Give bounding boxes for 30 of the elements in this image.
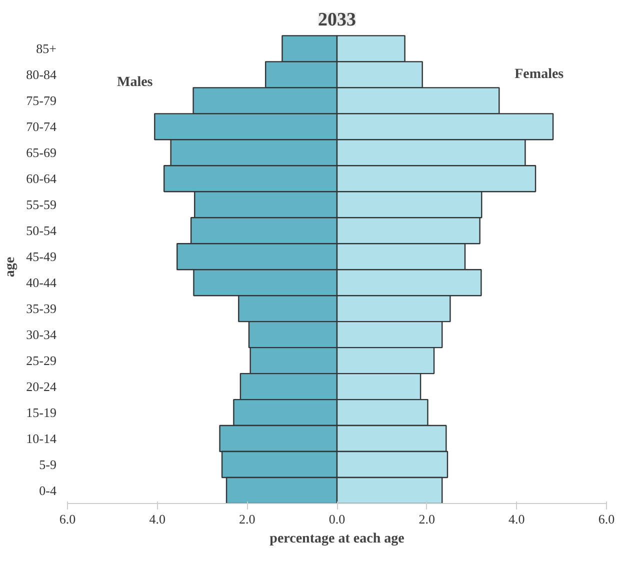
- y-tick-label: 85+: [36, 41, 57, 56]
- y-tick-label: 75-79: [26, 93, 57, 108]
- x-tick-label: 6.0: [59, 512, 76, 526]
- y-tick-label: 80-84: [26, 67, 57, 82]
- series-label: Females: [514, 67, 564, 82]
- y-tick-label: 55-59: [26, 197, 57, 212]
- y-tick-label: 5-9: [39, 457, 57, 472]
- chart-title: 2033: [318, 10, 356, 30]
- series-label: Males: [116, 74, 154, 90]
- y-tick-label: 20-24: [26, 379, 57, 394]
- y-axis-title: age: [3, 256, 18, 278]
- y-tick-label: 35-39: [26, 301, 57, 316]
- x-axis-title: percentage at each age: [270, 532, 404, 546]
- x-tick-label: 2.0: [418, 512, 435, 526]
- y-tick-label: 15-19: [26, 405, 57, 420]
- x-tick-label: 2.0: [239, 512, 256, 526]
- x-tick-label: 4.0: [508, 512, 525, 526]
- y-tick-label: 60-64: [26, 171, 57, 186]
- y-tick-label: 0-4: [39, 483, 57, 498]
- x-tick-label: 6.0: [598, 512, 615, 526]
- y-tick-label: 70-74: [26, 119, 57, 134]
- y-tick-label: 65-69: [26, 145, 57, 160]
- x-tick-label: 4.0: [149, 512, 166, 526]
- y-tick-label: 10-14: [26, 431, 57, 446]
- y-tick-label: 50-54: [26, 223, 57, 238]
- y-tick-label: 30-34: [26, 327, 57, 342]
- y-tick-label: 45-49: [26, 249, 57, 264]
- x-tick-label: 0.0: [328, 512, 346, 526]
- y-tick-label: 25-29: [26, 353, 57, 368]
- y-tick-label: 40-44: [26, 275, 57, 290]
